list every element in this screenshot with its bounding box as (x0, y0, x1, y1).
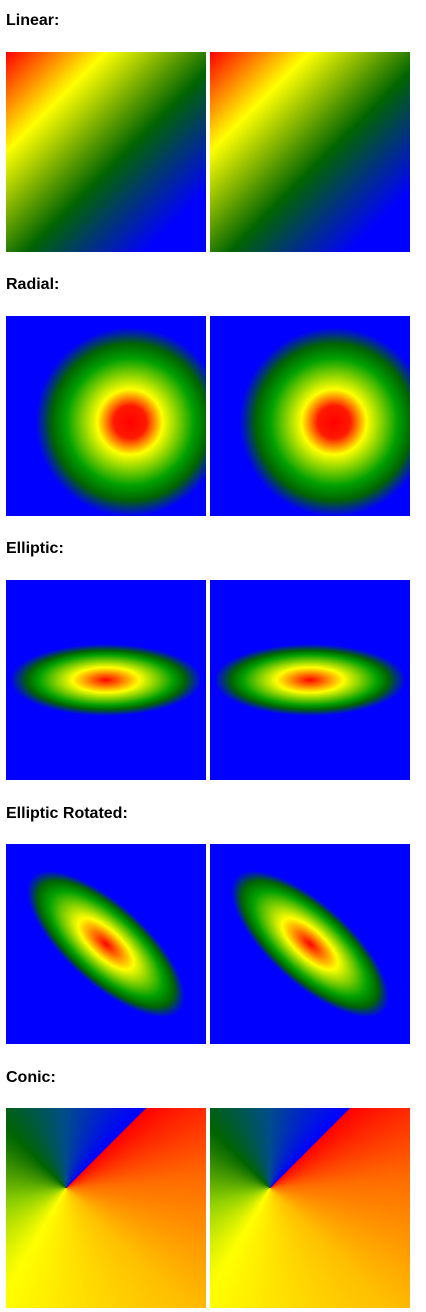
elliptic-rotated-gradient-box-left (6, 844, 206, 1044)
section-title-radial: Radial: (6, 276, 59, 294)
elliptic-rotated-background (6, 844, 206, 1044)
elliptic-rotated-shape (210, 844, 410, 1044)
elliptic-rotated-gradient-box-right (210, 844, 410, 1044)
conic-gradient-box-right (210, 1108, 410, 1308)
section-title-linear: Linear: (6, 12, 59, 30)
radial-gradient-box-left (6, 316, 206, 516)
elliptic-rotated-background (210, 844, 410, 1044)
linear-gradient-box-right (210, 52, 410, 252)
linear-gradient-box-left (6, 52, 206, 252)
conic-gradient-box-left (6, 1108, 206, 1308)
section-title-elliptic: Elliptic: (6, 540, 64, 558)
elliptic-gradient-box-left (6, 580, 206, 780)
radial-gradient-box-right (210, 316, 410, 516)
elliptic-gradient-box-right (210, 580, 410, 780)
section-title-elliptic-rotated: Elliptic Rotated: (6, 805, 128, 823)
elliptic-rotated-shape (6, 844, 206, 1044)
section-title-conic: Conic: (6, 1069, 56, 1087)
